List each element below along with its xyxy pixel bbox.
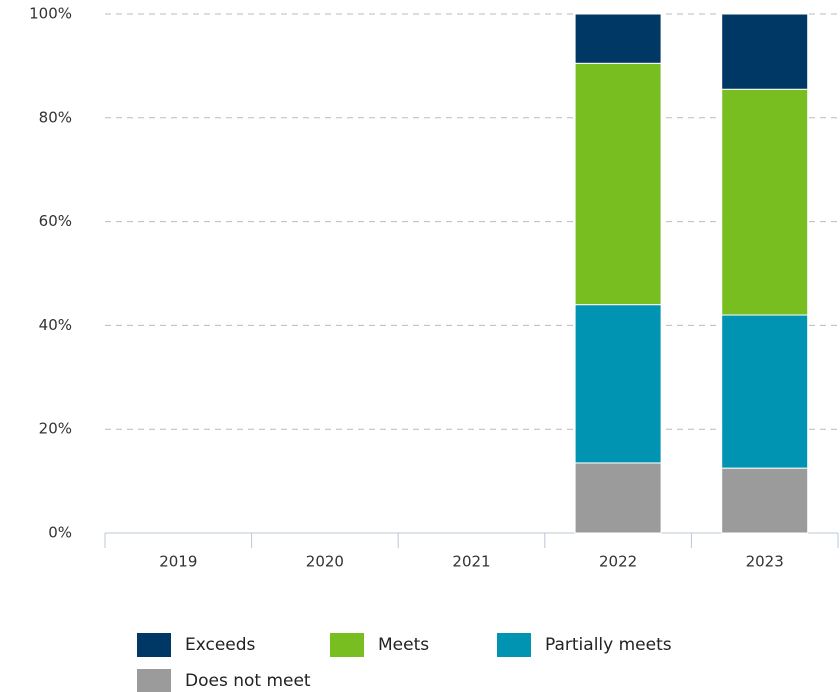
legend-swatch: [137, 633, 171, 657]
bar-segment: [574, 304, 662, 464]
y-tick-label: 100%: [29, 5, 72, 23]
legend-label: Exceeds: [185, 635, 256, 655]
x-tick-label: 2023: [746, 553, 784, 571]
x-tick-label: 2022: [599, 553, 637, 571]
bar-segment: [574, 462, 662, 534]
bar-segment: [574, 13, 662, 64]
bar-segment: [721, 467, 809, 534]
bar-segment: [721, 88, 809, 316]
x-tick-label: 2019: [159, 553, 197, 571]
y-tick-label: 80%: [39, 108, 72, 126]
y-tick-label: 20%: [39, 420, 72, 438]
legend-swatch: [497, 633, 531, 657]
legend-label: Partially meets: [545, 635, 672, 655]
x-tick-label: 2020: [306, 553, 344, 571]
y-tick-label: 0%: [48, 524, 72, 542]
y-tick-label: 60%: [39, 212, 72, 230]
x-tick-label: 2021: [452, 553, 490, 571]
legend-swatch: [137, 669, 171, 692]
legend-swatch: [330, 633, 364, 657]
bar-segment: [721, 13, 809, 90]
bar-segment: [721, 314, 809, 469]
bar-segment: [574, 62, 662, 306]
legend: Exceeds Meets Partially meets Does not meet: [137, 633, 672, 692]
legend-label: Does not meet: [185, 671, 311, 691]
y-tick-label: 40%: [39, 316, 72, 334]
legend-label: Meets: [378, 635, 429, 655]
